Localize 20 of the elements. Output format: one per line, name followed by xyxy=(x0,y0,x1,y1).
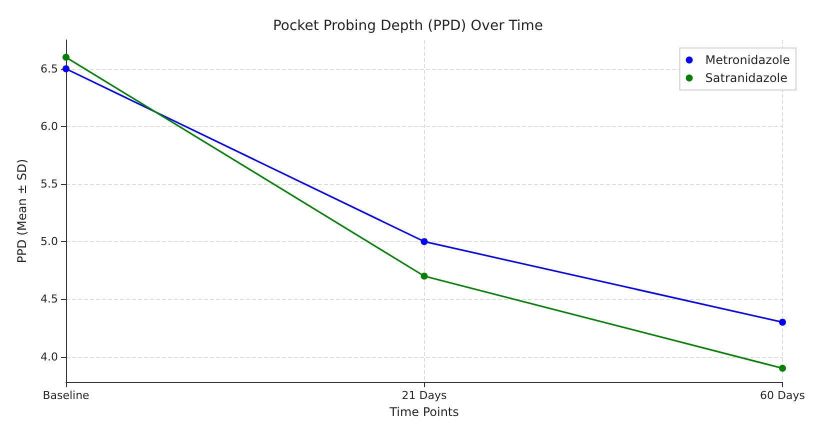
y-tick-label: 4.5 xyxy=(40,292,58,306)
point xyxy=(779,318,786,326)
point xyxy=(62,54,70,61)
legend-label: Metronidazole xyxy=(705,53,790,67)
point xyxy=(62,65,70,72)
y-tick-label: 4.0 xyxy=(40,350,58,364)
point xyxy=(420,238,428,246)
y-tick-label: 6.5 xyxy=(40,62,58,76)
y-tick-label: 6.0 xyxy=(40,120,58,133)
x-tick-label: Baseline xyxy=(42,389,90,402)
x-axis-title: Time Points xyxy=(388,405,459,419)
x-tick-label: 60 Days xyxy=(760,389,806,402)
y-tick-label: 5.5 xyxy=(40,177,58,190)
y-tick-label: 5.0 xyxy=(40,235,58,248)
x-tick-label: 21 Days xyxy=(402,389,447,402)
chart-title: Pocket Probing Depth (PPD) Over Time xyxy=(272,18,544,34)
y-axis-title: PPD (Mean ± SD) xyxy=(15,158,29,264)
legend-label: Satranidazole xyxy=(705,71,788,85)
point xyxy=(779,364,786,372)
point xyxy=(420,272,428,280)
